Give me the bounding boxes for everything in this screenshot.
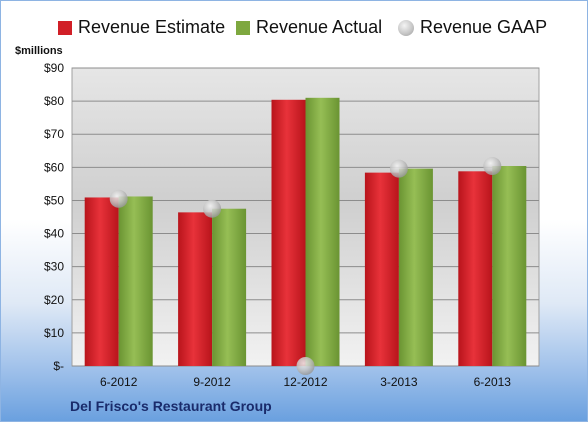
x-tick-label: 3-2013 xyxy=(380,375,418,389)
legend-label-gaap: Revenue GAAP xyxy=(420,17,548,37)
bar-actual xyxy=(118,196,153,366)
legend-item-estimate: Revenue Estimate xyxy=(58,17,225,38)
y-tick-label: $90 xyxy=(44,61,64,75)
gaap-marker xyxy=(483,157,502,176)
y-tick-label: $70 xyxy=(44,127,64,141)
y-tick-label: $40 xyxy=(44,227,64,241)
x-tick-label: 6-2013 xyxy=(474,375,512,389)
y-tick-label: $20 xyxy=(44,293,64,307)
gaap-marker xyxy=(296,357,315,375)
bar-actual xyxy=(492,166,527,366)
y-tick-label: $10 xyxy=(44,326,64,340)
y-axis-units-label: $millions xyxy=(15,45,63,57)
x-tick-label: 6-2012 xyxy=(100,375,138,389)
legend-label-actual: Revenue Actual xyxy=(256,17,383,37)
y-tick-label: $50 xyxy=(44,193,64,207)
bar-actual xyxy=(305,97,340,367)
y-axis-ticks: $- $10 $20 $30 $40 $50 $60 $70 $80 $90 xyxy=(44,61,64,373)
legend-label-estimate: Revenue Estimate xyxy=(78,17,226,37)
bar-estimate xyxy=(364,172,399,366)
bar-estimate xyxy=(458,171,493,366)
bar-estimate xyxy=(271,99,306,366)
legend-item-actual: Revenue Actual xyxy=(236,17,382,38)
gaap-marker xyxy=(389,159,408,178)
legend: Revenue Estimate Revenue Actual Revenue … xyxy=(0,0,588,40)
legend-swatch-estimate xyxy=(58,20,72,35)
gaap-marker xyxy=(203,199,222,218)
y-tick-label: $- xyxy=(53,359,64,373)
x-axis-ticks: 6-2012 9-2012 12-2012 3-2013 6-2013 xyxy=(100,375,511,389)
bar-actual xyxy=(212,208,247,366)
x-tick-label: 9-2012 xyxy=(193,375,231,389)
legend-swatch-actual xyxy=(236,20,250,35)
y-tick-label: $60 xyxy=(44,160,64,174)
bar-estimate xyxy=(84,197,119,366)
bars xyxy=(84,97,527,367)
legend-item-gaap: Revenue GAAP xyxy=(398,17,547,38)
y-tick-label: $30 xyxy=(44,260,64,274)
bar-actual xyxy=(398,168,433,366)
legend-marker-gaap xyxy=(398,19,414,36)
company-name: Del Frisco's Restaurant Group xyxy=(70,398,272,414)
y-tick-label: $80 xyxy=(44,94,64,108)
gaap-markers xyxy=(109,157,502,375)
bar-estimate xyxy=(178,212,213,366)
x-tick-label: 12-2012 xyxy=(283,375,327,389)
gaap-marker xyxy=(109,189,128,208)
